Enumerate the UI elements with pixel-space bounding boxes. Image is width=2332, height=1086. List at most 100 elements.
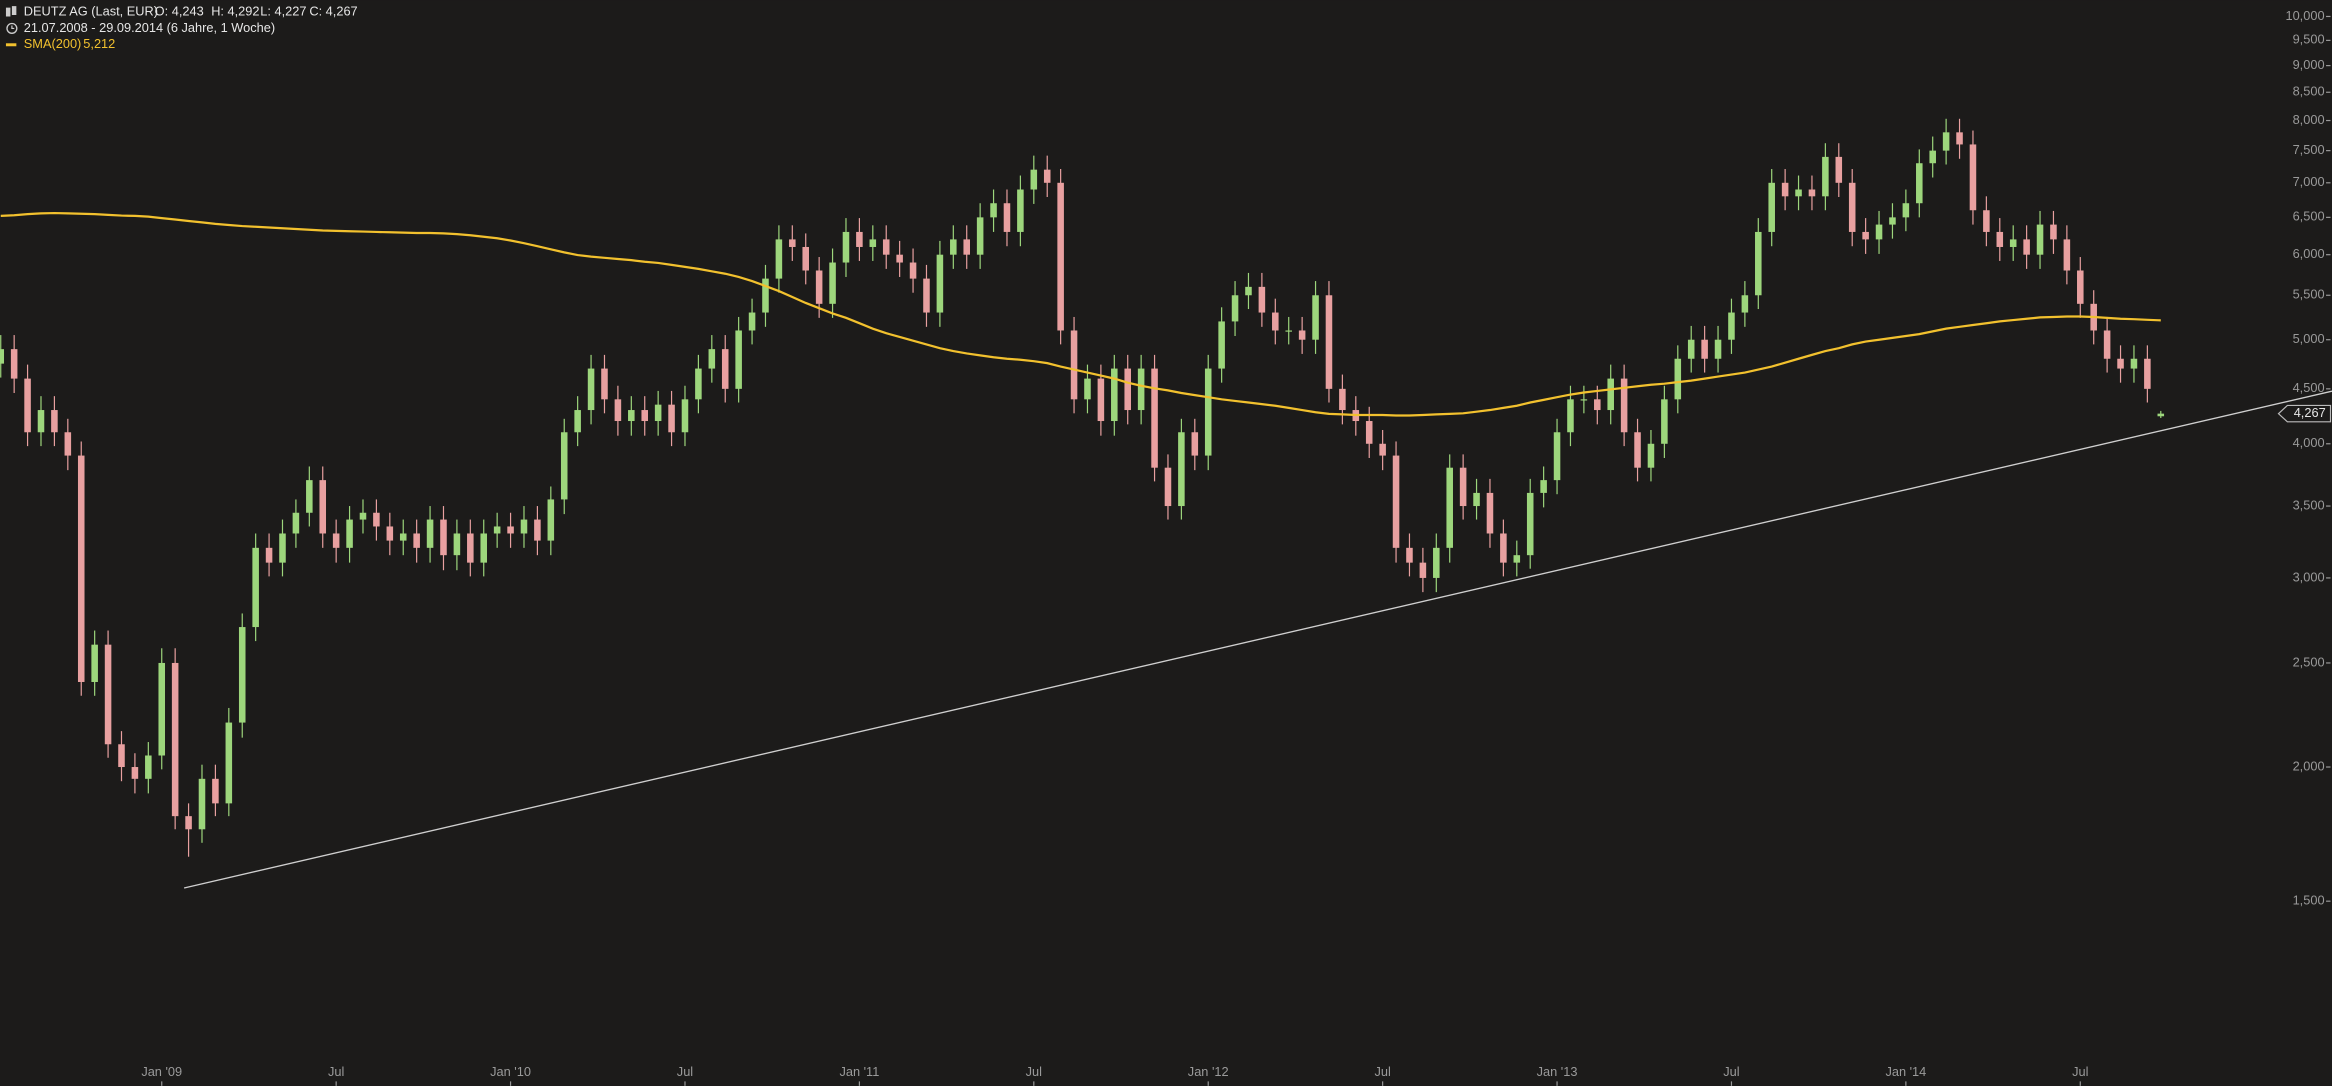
- candle-body: [1594, 399, 1601, 411]
- chart-title: DEUTZ AG (Last, EUR): [24, 3, 158, 18]
- candle-body: [319, 480, 327, 534]
- y-tick-label: 3,500: [2293, 497, 2325, 512]
- candle-body: [1285, 330, 1292, 332]
- x-tick-label: Jul: [677, 1064, 693, 1079]
- candle-body: [708, 349, 716, 369]
- candle-body: [909, 262, 917, 279]
- candle-body: [1875, 224, 1883, 240]
- y-tick-label: 2,000: [2293, 758, 2325, 773]
- candle-body: [1379, 443, 1386, 456]
- y-tick-label: 1,500: [2293, 893, 2325, 908]
- candle-body: [748, 312, 756, 331]
- candle-body: [467, 533, 474, 563]
- candle-body: [1204, 368, 1212, 456]
- candle-body: [1339, 388, 1346, 411]
- candle-body: [37, 410, 45, 433]
- candle-body: [1889, 217, 1896, 225]
- candle-body: [1781, 182, 1789, 197]
- candle-body: [1647, 443, 1655, 468]
- y-tick-label: 9,000: [2293, 57, 2325, 72]
- candle-body: [77, 455, 85, 682]
- candle-body: [1325, 295, 1333, 389]
- candle-body: [1607, 378, 1614, 411]
- candle-body: [198, 778, 206, 830]
- candle-body: [1513, 555, 1521, 563]
- candle-body: [1540, 480, 1547, 493]
- candle-body: [359, 512, 367, 520]
- candle-body: [520, 519, 528, 534]
- header: DEUTZ AG (Last, EUR) O: 4,243 H: 4,292 L…: [5, 3, 358, 51]
- candle-body: [212, 778, 219, 804]
- candle-body: [10, 349, 18, 379]
- candle-body: [2077, 270, 2084, 304]
- candle-body: [1687, 339, 1695, 359]
- candle-body: [185, 816, 192, 830]
- candle-body: [681, 399, 689, 433]
- candle-body: [1795, 189, 1802, 197]
- candle-body: [1942, 132, 1950, 151]
- candle-body: [869, 239, 877, 247]
- candle-body: [1446, 467, 1453, 548]
- candle-body: [386, 526, 394, 541]
- candle-body: [815, 270, 823, 304]
- candle-body: [842, 231, 850, 263]
- x-tick-label: Jan '13: [1537, 1064, 1578, 1079]
- candle-body: [829, 262, 836, 304]
- y-tick-label: 5,500: [2293, 287, 2325, 302]
- candle-body: [1312, 295, 1319, 340]
- candle-body: [413, 533, 420, 548]
- candle-body: [2009, 239, 2017, 247]
- candle-body: [641, 410, 649, 422]
- candle-body: [1245, 286, 1252, 296]
- candle-body: [1486, 492, 1494, 534]
- candle-body: [480, 533, 488, 563]
- sma-legend-value: 5,212: [83, 36, 115, 51]
- candle-body: [51, 410, 58, 433]
- sma-line: [0, 211, 2161, 417]
- candle-body: [1741, 295, 1749, 313]
- x-tick-label: Jan '09: [141, 1064, 182, 1079]
- candle-body: [1983, 210, 1990, 232]
- candle-body: [587, 368, 595, 411]
- candle-body: [1097, 378, 1105, 422]
- candle-body: [1822, 156, 1829, 197]
- candle-body: [1419, 562, 1427, 578]
- candle-body: [171, 662, 179, 817]
- candle-body: [158, 662, 166, 756]
- y-tick-label: 7,500: [2293, 142, 2325, 157]
- candle-body: [1231, 295, 1239, 322]
- candle-body: [1124, 368, 1131, 411]
- plot-area: [0, 118, 2332, 889]
- candle-body: [64, 432, 72, 456]
- ohlc-open: O: 4,243: [155, 3, 204, 18]
- sma-legend-name: SMA(200): [24, 36, 82, 51]
- candle-body: [1459, 467, 1467, 507]
- candle-body: [2036, 224, 2044, 255]
- y-tick-label: 8,500: [2293, 84, 2325, 99]
- ohlc-low: L: 4,227: [260, 3, 306, 18]
- candle-body: [440, 519, 447, 556]
- candle-body: [534, 519, 541, 541]
- candle-body: [426, 519, 434, 548]
- candle-body: [1406, 547, 1413, 563]
- candle-body: [1674, 358, 1682, 400]
- candle-body: [963, 239, 970, 255]
- candle-body: [721, 349, 729, 389]
- candle-body: [1392, 455, 1400, 548]
- candle-body: [1111, 368, 1118, 422]
- candle-body: [131, 767, 139, 779]
- candle-body: [976, 217, 984, 255]
- candle-body: [2063, 239, 2071, 271]
- last-price-marker: 4,267: [2277, 404, 2332, 423]
- x-tick-label: Jul: [328, 1064, 344, 1079]
- candle-body: [896, 254, 903, 263]
- candle-body: [1714, 339, 1722, 359]
- candle-body: [1030, 169, 1038, 190]
- ohlc-high: H: 4,292: [211, 3, 259, 18]
- candle-body: [1634, 432, 1641, 468]
- candle-body: [0, 349, 5, 364]
- x-tick-label: Jan '14: [1885, 1064, 1926, 1079]
- candle-body: [1191, 432, 1199, 456]
- candle-body: [1808, 189, 1816, 197]
